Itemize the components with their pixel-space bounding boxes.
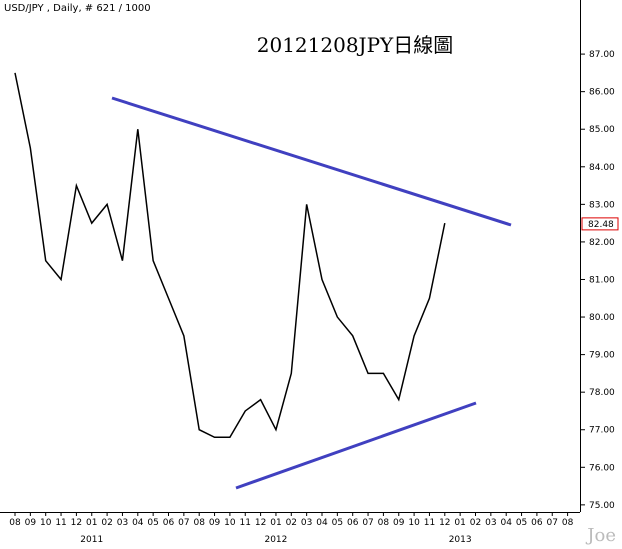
last-price-box: [581, 217, 619, 231]
x-tick-label: 08: [562, 518, 574, 528]
resistance-line: [111, 96, 512, 227]
x-tick-label: 09: [25, 518, 37, 528]
x-tick-label: 05: [332, 518, 343, 528]
x-tick-label: 01: [270, 518, 281, 528]
x-tick-label: 10: [408, 518, 420, 528]
x-tick-label: 12: [439, 518, 450, 528]
x-tick-label: 03: [301, 518, 312, 528]
x-tick-label: 07: [178, 518, 189, 528]
y-tick-label: 86.00: [589, 88, 615, 98]
x-tick-label: 06: [531, 518, 543, 528]
x-tick-label: 10: [40, 518, 52, 528]
x-tick-label: 02: [286, 518, 297, 528]
price-line: [14, 72, 446, 438]
x-tick-label: 09: [209, 518, 221, 528]
x-tick-label: 11: [55, 518, 66, 528]
x-tick-label: 05: [147, 518, 158, 528]
x-tick-label: 07: [362, 518, 373, 528]
watermark: Joe: [585, 525, 616, 546]
y-tick-label: 87.00: [589, 50, 615, 60]
x-tick-label: 03: [117, 518, 128, 528]
chart-title: USD/JPY , Daily, # 621 / 1000: [4, 3, 151, 14]
year-label: 2011: [80, 535, 103, 545]
y-tick-label: 77.00: [589, 426, 615, 436]
x-tick-label: 08: [378, 518, 390, 528]
x-tick-label: 04: [316, 518, 328, 528]
year-label: 2013: [449, 535, 472, 545]
x-tick-label: 12: [255, 518, 266, 528]
x-tick-label: 06: [163, 518, 175, 528]
year-label: 2012: [264, 535, 287, 545]
y-tick-label: 85.00: [589, 125, 615, 135]
y-tick-label: 84.00: [589, 163, 615, 173]
x-tick-label: 08: [193, 518, 205, 528]
y-tick-label: 79.00: [589, 351, 615, 361]
support-line: [235, 401, 477, 490]
x-tick-label: 04: [132, 518, 144, 528]
x-tick-label: 01: [454, 518, 465, 528]
x-tick-label: 04: [500, 518, 512, 528]
y-tick-label: 80.00: [589, 313, 615, 323]
y-tick-label: 76.00: [589, 463, 615, 473]
x-tick-label: 11: [240, 518, 251, 528]
x-tick-label: 08: [9, 518, 21, 528]
x-tick-label: 01: [86, 518, 97, 528]
last-price-label: 82.48: [588, 220, 614, 230]
x-tick-label: 02: [470, 518, 481, 528]
y-tick-label: 78.00: [589, 388, 615, 398]
x-tick-label: 10: [224, 518, 236, 528]
x-tick-label: 09: [393, 518, 405, 528]
x-tick-label: 11: [424, 518, 435, 528]
x-tick-label: 12: [71, 518, 82, 528]
y-tick-label: 83.00: [589, 200, 615, 210]
x-tick-label: 07: [547, 518, 558, 528]
x-tick-label: 03: [485, 518, 496, 528]
y-tick-label: 82.00: [589, 238, 615, 248]
x-tick-label: 05: [516, 518, 527, 528]
x-tick-label: 02: [101, 518, 112, 528]
y-tick-label: 81.00: [589, 275, 615, 285]
annotation: 20121208JPY日線圖: [257, 33, 453, 57]
y-tick-label: 75.00: [589, 501, 615, 511]
x-tick-label: 06: [347, 518, 359, 528]
